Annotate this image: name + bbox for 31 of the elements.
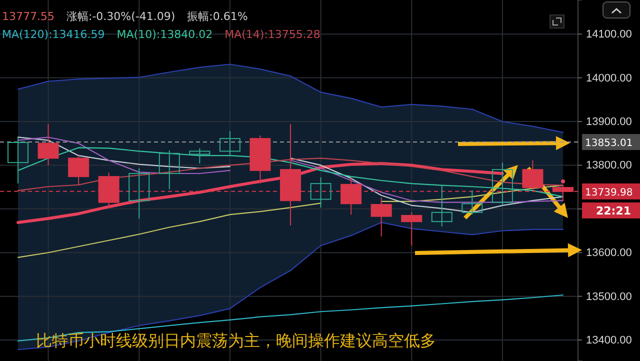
text: MA(14):13755.28 xyxy=(224,28,320,41)
candlestick xyxy=(431,184,452,227)
candlestick xyxy=(219,130,240,156)
candlestick xyxy=(310,176,332,208)
y-tick-label: 13400.00 xyxy=(586,334,632,347)
line-series xyxy=(17,222,564,350)
candlestick xyxy=(158,150,180,190)
annotation: 13777.55 xyxy=(2,10,54,23)
candlestick xyxy=(68,155,90,186)
annotation: 涨幅:-0.30%(-41.09) xyxy=(66,10,176,23)
text: MA(120):13416.59 xyxy=(2,28,105,41)
ref-line-label: 13739.98 xyxy=(585,187,633,198)
y-tick-label: 14000.00 xyxy=(586,72,632,84)
candlestick xyxy=(370,197,392,237)
y-tick-label: 13600.00 xyxy=(586,247,632,260)
candlestick xyxy=(462,190,483,216)
candlestick xyxy=(189,148,210,164)
candlestick xyxy=(401,212,422,246)
candlestick xyxy=(38,124,59,166)
candlestick xyxy=(8,136,28,184)
y-tick-label: 14100.00 xyxy=(586,28,632,41)
candlestick xyxy=(492,162,513,206)
y-tick-label: 13800.00 xyxy=(586,160,632,172)
text: 22:21 xyxy=(596,204,632,218)
candlestick xyxy=(128,168,150,220)
y-tick-label: 13900.00 xyxy=(586,116,632,128)
annotation: 振幅:0.61% xyxy=(187,10,248,23)
text: MA(10):13840.02 xyxy=(116,28,213,41)
line-series xyxy=(17,64,564,133)
ref-line-label: 13853.01 xyxy=(585,138,633,150)
y-tick-label: 13500.00 xyxy=(586,290,632,303)
